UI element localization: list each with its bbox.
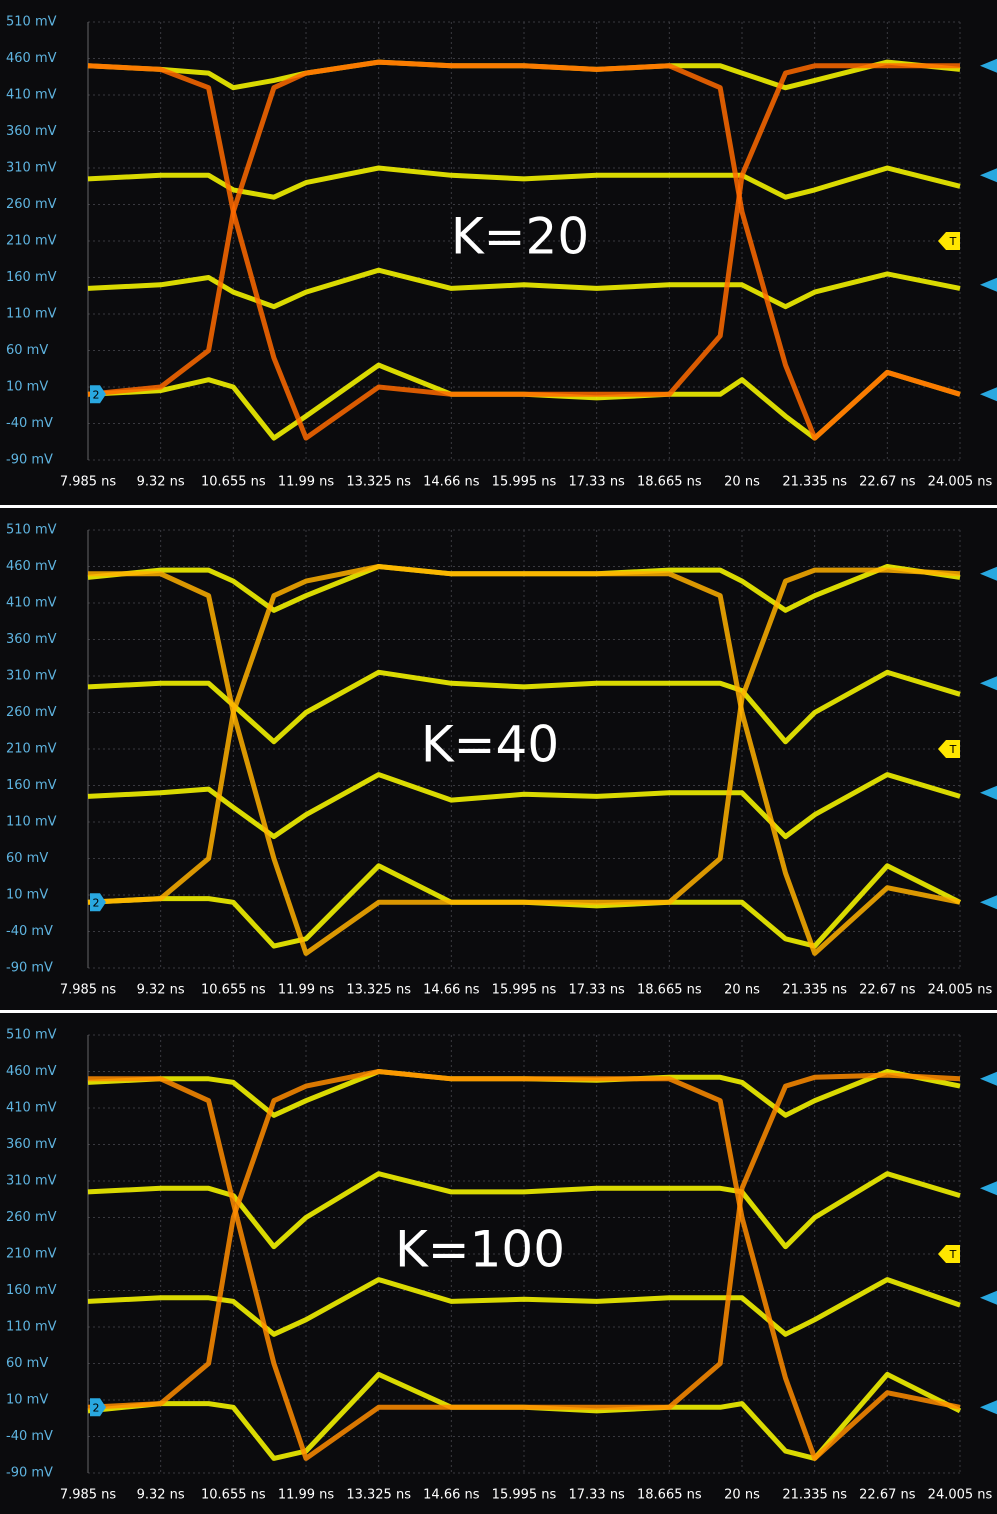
- y-tick-label: 10 mV: [6, 1393, 48, 1408]
- x-tick-label: 11.99 ns: [278, 1488, 335, 1503]
- x-tick-label: 14.66 ns: [423, 475, 480, 490]
- x-tick-label: 21.335 ns: [782, 983, 847, 998]
- annotation: K=20: [451, 208, 589, 266]
- x-tick-label: 15.995 ns: [492, 983, 557, 998]
- x-tick-label: 10.655 ns: [201, 475, 266, 490]
- x-tick-label: 20 ns: [724, 475, 760, 490]
- x-tick-label: 22.67 ns: [859, 983, 916, 998]
- annotation: K=40: [421, 716, 559, 774]
- y-tick-label: 110 mV: [6, 1320, 57, 1335]
- x-tick-label: 10.655 ns: [201, 1488, 266, 1503]
- x-tick-label: 13.325 ns: [346, 475, 411, 490]
- x-tick-label: 15.995 ns: [492, 475, 557, 490]
- y-tick-label: 360 mV: [6, 1137, 57, 1152]
- x-tick-label: 18.665 ns: [637, 983, 702, 998]
- x-tick-label: 11.99 ns: [278, 475, 335, 490]
- x-tick-label: 22.67 ns: [859, 475, 916, 490]
- y-tick-label: -90 mV: [6, 961, 53, 976]
- y-tick-label: 310 mV: [6, 1174, 57, 1189]
- page: 510 mV460 mV410 mV360 mV310 mV260 mV210 …: [0, 0, 997, 1514]
- y-tick-label: 210 mV: [6, 1247, 57, 1262]
- y-tick-label: 310 mV: [6, 669, 57, 684]
- channel-label: 2: [93, 388, 100, 401]
- trigger-label: T: [949, 235, 957, 248]
- y-tick-label: 260 mV: [6, 197, 57, 212]
- y-tick-label: -40 mV: [6, 416, 53, 431]
- y-tick-label: 510 mV: [6, 523, 57, 538]
- y-tick-label: 410 mV: [6, 88, 57, 103]
- x-tick-label: 17.33 ns: [568, 475, 625, 490]
- x-tick-label: 18.665 ns: [637, 475, 702, 490]
- y-tick-label: 60 mV: [6, 1356, 48, 1371]
- y-tick-label: 60 mV: [6, 851, 48, 866]
- y-tick-label: 160 mV: [6, 270, 57, 285]
- x-tick-label: 7.985 ns: [60, 475, 117, 490]
- x-tick-label: 15.995 ns: [492, 1488, 557, 1503]
- x-tick-label: 7.985 ns: [60, 983, 117, 998]
- x-tick-label: 22.67 ns: [859, 1488, 916, 1503]
- channel-label: 2: [93, 1401, 100, 1414]
- y-tick-label: 110 mV: [6, 307, 57, 322]
- y-tick-label: -40 mV: [6, 1429, 53, 1444]
- y-tick-label: 460 mV: [6, 51, 57, 66]
- x-tick-label: 24.005 ns: [928, 1488, 993, 1503]
- y-tick-label: 210 mV: [6, 742, 57, 757]
- y-tick-label: 410 mV: [6, 596, 57, 611]
- y-tick-label: 510 mV: [6, 15, 57, 30]
- y-tick-label: 160 mV: [6, 1283, 57, 1298]
- x-tick-label: 17.33 ns: [568, 983, 625, 998]
- x-tick-label: 17.33 ns: [568, 1488, 625, 1503]
- y-tick-label: 460 mV: [6, 559, 57, 574]
- x-tick-label: 13.325 ns: [346, 983, 411, 998]
- x-tick-label: 9.32 ns: [137, 475, 185, 490]
- y-tick-label: 110 mV: [6, 815, 57, 830]
- y-tick-label: 460 mV: [6, 1064, 57, 1079]
- y-tick-label: 510 mV: [6, 1028, 57, 1043]
- y-tick-label: 410 mV: [6, 1101, 57, 1116]
- x-tick-label: 9.32 ns: [137, 983, 185, 998]
- y-tick-label: 360 mV: [6, 124, 57, 139]
- x-tick-label: 20 ns: [724, 1488, 760, 1503]
- y-tick-label: 10 mV: [6, 380, 48, 395]
- y-tick-label: -40 mV: [6, 924, 53, 939]
- x-tick-label: 21.335 ns: [782, 1488, 847, 1503]
- y-tick-label: 160 mV: [6, 778, 57, 793]
- x-tick-label: 10.655 ns: [201, 983, 266, 998]
- eye-diagrams: 510 mV460 mV410 mV360 mV310 mV260 mV210 …: [0, 0, 997, 1514]
- x-tick-label: 14.66 ns: [423, 983, 480, 998]
- channel-label: 2: [93, 896, 100, 909]
- y-tick-label: -90 mV: [6, 453, 53, 468]
- x-tick-label: 18.665 ns: [637, 1488, 702, 1503]
- x-tick-label: 7.985 ns: [60, 1488, 117, 1503]
- x-tick-label: 21.335 ns: [782, 475, 847, 490]
- x-tick-label: 9.32 ns: [137, 1488, 185, 1503]
- y-tick-label: 310 mV: [6, 161, 57, 176]
- x-tick-label: 14.66 ns: [423, 1488, 480, 1503]
- x-tick-label: 13.325 ns: [346, 1488, 411, 1503]
- x-tick-label: 24.005 ns: [928, 983, 993, 998]
- x-tick-label: 11.99 ns: [278, 983, 335, 998]
- trigger-label: T: [949, 743, 957, 756]
- y-tick-label: 360 mV: [6, 632, 57, 647]
- y-tick-label: 260 mV: [6, 1210, 57, 1225]
- x-tick-label: 24.005 ns: [928, 475, 993, 490]
- annotation: K=100: [395, 1221, 565, 1279]
- y-tick-label: 260 mV: [6, 705, 57, 720]
- x-tick-label: 20 ns: [724, 983, 760, 998]
- trigger-label: T: [949, 1248, 957, 1261]
- y-tick-label: 10 mV: [6, 888, 48, 903]
- y-tick-label: -90 mV: [6, 1466, 53, 1481]
- y-tick-label: 210 mV: [6, 234, 57, 249]
- y-tick-label: 60 mV: [6, 343, 48, 358]
